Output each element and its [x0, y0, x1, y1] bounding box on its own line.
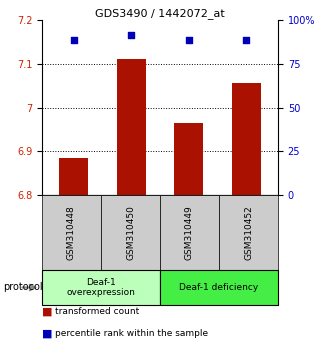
Text: GSM310452: GSM310452: [244, 205, 253, 260]
Point: [186, 37, 191, 42]
Text: GSM310449: GSM310449: [185, 205, 194, 260]
Point: [71, 37, 76, 42]
Text: Deaf-1 deficiency: Deaf-1 deficiency: [180, 283, 259, 292]
Text: ■: ■: [42, 328, 52, 338]
Text: transformed count: transformed count: [55, 308, 139, 316]
Text: percentile rank within the sample: percentile rank within the sample: [55, 329, 208, 338]
Bar: [174, 123, 203, 195]
Text: ■: ■: [42, 307, 52, 317]
Text: GSM310448: GSM310448: [67, 205, 76, 260]
Bar: [117, 58, 146, 195]
Point: [129, 33, 134, 38]
Bar: [59, 158, 88, 195]
Text: protocol: protocol: [3, 282, 43, 292]
Title: GDS3490 / 1442072_at: GDS3490 / 1442072_at: [95, 8, 225, 19]
Bar: [232, 84, 261, 195]
Point: [244, 37, 249, 42]
Text: Deaf-1
overexpression: Deaf-1 overexpression: [67, 278, 135, 297]
Text: GSM310450: GSM310450: [126, 205, 135, 260]
